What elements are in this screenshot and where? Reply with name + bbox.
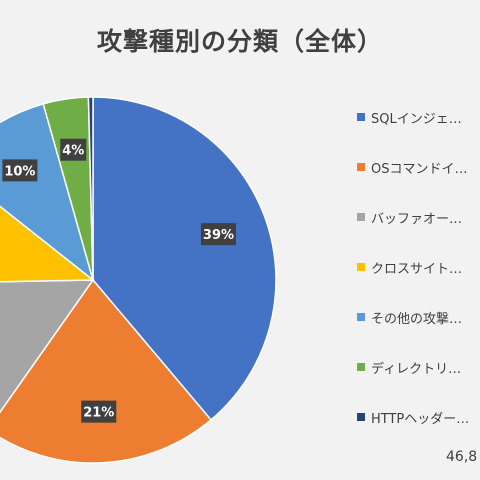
- legend-label: SQLインジェ…: [371, 111, 462, 127]
- legend-item: OSコマンドイ…: [357, 142, 480, 192]
- legend-label: バッファオー…: [371, 211, 463, 227]
- pie-slices: [0, 96, 277, 464]
- legend-item: HTTPヘッダー…: [357, 392, 480, 442]
- pie-slice: [87, 96, 94, 281]
- data-label: 4%: [62, 144, 84, 159]
- pie-slice: [92, 96, 277, 421]
- total-count: 46,8: [446, 449, 478, 465]
- data-label-bg: [2, 159, 38, 182]
- legend-label: クロスサイト…: [371, 261, 463, 277]
- legend-swatch: [357, 413, 365, 421]
- legend-item: クロスサイト…: [357, 242, 480, 292]
- legend-label: ディレクトリ…: [371, 361, 462, 377]
- chart-title: 攻撃種別の分類（全体）: [96, 27, 383, 56]
- data-label: 10%: [4, 164, 35, 179]
- legend-item: その他の攻撃…: [357, 292, 480, 342]
- pie-slice: [0, 279, 95, 414]
- legend-swatch: [357, 313, 365, 321]
- legend-swatch: [357, 363, 365, 371]
- pie-slice: [0, 102, 95, 283]
- pie-slice: [0, 278, 213, 464]
- legend-label: HTTPヘッダー…: [371, 411, 470, 427]
- legend-swatch: [357, 263, 365, 271]
- legend: SQLインジェ… OSコマンドイ… バッファオー… クロスサイト… その他の攻撃… ディレ…: [357, 92, 480, 442]
- legend-item: SQLインジェ…: [357, 92, 480, 142]
- legend-item: ディレクトリ…: [357, 342, 480, 392]
- legend-item: バッファオー…: [357, 192, 480, 242]
- legend-swatch: [357, 163, 365, 171]
- legend-label: OSコマンドイ…: [371, 161, 468, 177]
- data-label-bg: [81, 400, 117, 423]
- legend-label: その他の攻撃…: [371, 311, 463, 327]
- pie-labels: 39%21%%10%4%: [2, 138, 236, 423]
- data-label: 21%: [83, 406, 114, 421]
- data-label-bg: [60, 138, 87, 161]
- data-label-bg: [200, 223, 236, 246]
- legend-swatch: [357, 113, 365, 121]
- legend-swatch: [357, 213, 365, 221]
- data-label: 39%: [203, 228, 234, 243]
